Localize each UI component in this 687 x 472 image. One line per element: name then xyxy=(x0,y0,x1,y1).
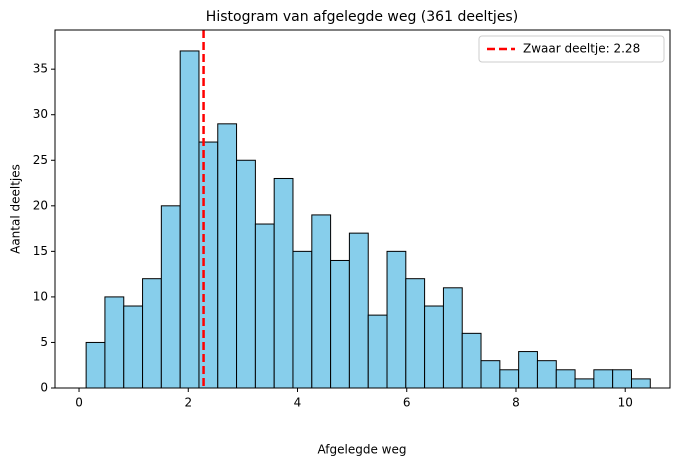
y-tick-label: 10 xyxy=(33,289,48,303)
bar xyxy=(292,250,313,389)
bar xyxy=(179,50,200,389)
y-tick-label: 15 xyxy=(33,244,48,258)
bar xyxy=(405,278,426,389)
bar xyxy=(198,141,219,389)
bar xyxy=(555,369,576,389)
bar xyxy=(499,369,520,389)
legend-box xyxy=(478,35,665,63)
bar xyxy=(85,341,106,389)
bar xyxy=(518,351,538,389)
y-tick-label: 25 xyxy=(33,153,48,167)
bar xyxy=(311,214,332,389)
x-tick-label: 6 xyxy=(403,396,411,410)
bar xyxy=(348,232,369,389)
bar xyxy=(104,296,125,389)
x-tick-label: 8 xyxy=(512,396,520,410)
bar xyxy=(367,314,388,389)
bar xyxy=(273,177,294,389)
bar xyxy=(160,205,181,389)
bar xyxy=(536,360,557,389)
bar xyxy=(142,278,162,389)
x-tick-label: 10 xyxy=(618,396,633,410)
x-axis-label: Afgelegde weg xyxy=(318,443,407,457)
bar xyxy=(217,123,238,389)
bar xyxy=(461,332,482,389)
x-tick-label: 0 xyxy=(75,396,83,410)
y-tick-label: 35 xyxy=(33,62,48,76)
bar xyxy=(630,378,651,389)
bar xyxy=(593,369,614,389)
y-axis-label: Aantal deeltjes xyxy=(9,164,23,254)
y-tick-label: 0 xyxy=(40,381,48,395)
y-tick-label: 5 xyxy=(40,335,48,349)
bar xyxy=(442,287,463,389)
bar xyxy=(123,305,144,389)
bar xyxy=(386,250,407,389)
legend-label: Zwaar deeltje: 2.28 xyxy=(523,42,640,56)
bar xyxy=(612,369,632,389)
x-tick-label: 2 xyxy=(184,396,192,410)
bar xyxy=(424,305,444,389)
y-tick-label: 20 xyxy=(33,198,48,212)
bar xyxy=(330,259,350,389)
x-tick-label: 4 xyxy=(294,396,302,410)
y-tick-label: 30 xyxy=(33,107,48,121)
bar xyxy=(480,360,501,389)
bar xyxy=(574,378,595,389)
bar xyxy=(254,223,275,389)
chart-title: Histogram van afgelegde weg (361 deeltje… xyxy=(206,9,518,25)
plot-frame xyxy=(54,29,671,389)
bar xyxy=(236,159,256,389)
